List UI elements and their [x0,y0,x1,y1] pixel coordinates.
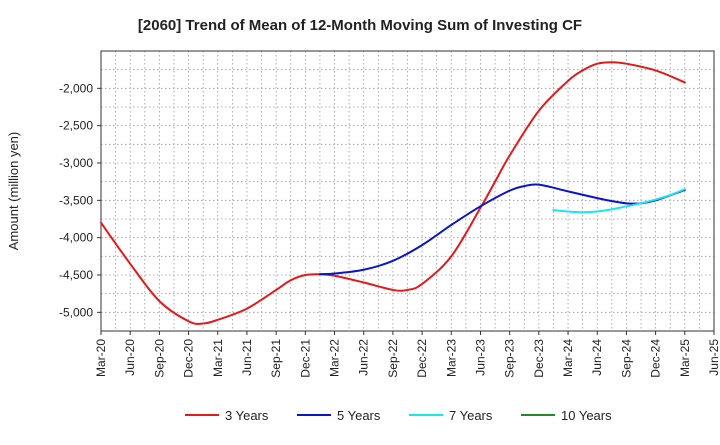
x-tick-label: Mar-20 [94,339,108,377]
y-tick-label: -4,000 [59,231,93,245]
legend-item-5-years[interactable]: 5 Years [297,408,381,423]
x-tick-label: Dec-20 [182,339,196,378]
y-tick-label: -3,500 [59,193,93,207]
legend-label: 10 Years [561,408,612,423]
x-axis-ticks: Mar-20 Jun-20 Sep-20 Dec-20 Mar-21 Jun-21 Sep-… [94,331,720,378]
legend[interactable]: 3 Years 5 Years 7 Years 10 Years [185,408,612,423]
x-tick-label: Mar-24 [561,339,575,377]
x-tick-label: Jun-24 [590,339,604,376]
x-tick-label: Jun-20 [123,339,137,376]
series-line-3-years [100,61,686,325]
x-tick-label: Dec-23 [532,339,546,378]
x-tick-label: Jun-23 [473,339,487,376]
x-tick-label: Dec-22 [415,339,429,378]
legend-label: 5 Years [337,408,381,423]
y-tick-label: -2,500 [59,119,93,133]
y-tick-label: -2,000 [59,81,93,95]
x-tick-label: Sep-21 [269,339,283,378]
x-tick-label: Mar-23 [444,339,458,377]
legend-label: 3 Years [225,408,269,423]
chart-title: [2060] Trend of Mean of 12-Month Moving … [138,17,582,34]
x-tick-label: Sep-20 [152,339,166,378]
series-line-7-years [552,188,686,214]
x-tick-label: Sep-24 [619,339,633,378]
x-tick-label: Sep-22 [386,339,400,378]
x-tick-label: Sep-23 [503,339,517,378]
x-tick-label: Dec-24 [649,339,663,378]
x-tick-label: Jun-21 [240,339,254,376]
x-tick-label: Mar-21 [211,339,225,377]
y-tick-label: -5,000 [59,305,93,319]
x-tick-label: Jun-22 [357,339,371,376]
y-tick-label: -4,500 [59,268,93,282]
legend-item-7-years[interactable]: 7 Years [409,408,493,423]
y-axis-ticks: -2,000 -2,500 -3,000 -3,500 -4,000 -4,500 -5,0… [59,81,101,319]
legend-item-10-years[interactable]: 10 Years [521,408,612,423]
x-tick-label: Mar-25 [678,339,692,377]
y-axis-label: Amount (million yen) [6,132,21,251]
series-line-5-years [318,183,686,276]
grid-lines [100,50,715,332]
x-tick-label: Mar-22 [328,339,342,377]
x-tick-label: Dec-21 [298,339,312,378]
y-tick-label: -3,000 [59,156,93,170]
legend-label: 7 Years [449,408,493,423]
series-lines [100,61,686,325]
plot-area-frame [100,50,715,332]
legend-item-3-years[interactable]: 3 Years [185,408,269,423]
x-tick-label: Jun-25 [707,339,720,376]
